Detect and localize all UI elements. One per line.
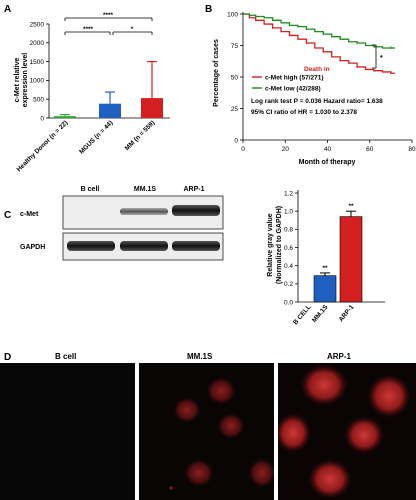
panel-c-ytick-6: 1.2 <box>284 190 293 197</box>
panel-b-xtick-4: 80 <box>408 146 416 153</box>
panel-c-bar-2 <box>339 216 363 303</box>
panel-b-xtick-0: 0 <box>241 146 245 153</box>
panel-a-ytick-4: 2000 <box>30 40 45 47</box>
cell-mm1s-1 <box>206 377 236 405</box>
band-cmet-mm1s <box>120 208 168 215</box>
micro-label-arp1: ARP-1 <box>327 352 352 361</box>
panel-a-ytick-5: 2500 <box>30 21 45 28</box>
legend-high-label: c-Met high (57/271) <box>265 75 324 82</box>
band-cmet-arp1 <box>172 205 220 216</box>
panel-b-xtick-3: 60 <box>366 146 374 153</box>
cell-mm1s-2 <box>173 397 201 423</box>
panel-a-xlabels: Healthy Donor (n = 22) MGUS (n = 44) MM (n… <box>16 119 157 173</box>
micro-image-arp1 <box>278 363 416 500</box>
band-gapdh-arp1 <box>172 241 220 251</box>
panel-b-stat-1: Log rank test P = 0.036 Hazard ratio= 1.… <box>251 98 383 105</box>
panel-b-chart: Percentage of cases 0 25 50 75 100 0 20 40 60 80… <box>213 11 416 166</box>
blot-header-bcell: B cell <box>81 186 100 193</box>
panel-c-sig-2: ** <box>348 203 354 210</box>
panel-a-sig-1: **** <box>103 12 114 19</box>
micro-image-mm1s <box>139 363 274 500</box>
panel-c-ytick-5: 1.0 <box>284 208 293 215</box>
panel-a-ylabel-2: expression level <box>22 53 29 108</box>
panel-b-xtick-2: 40 <box>324 146 332 153</box>
panel-c-ytick-0: 0.0 <box>284 299 293 306</box>
blot-row-gapdh: GAPDH <box>20 244 45 251</box>
panel-b-ylabel: Percentage of cases <box>213 39 220 107</box>
panel-a-chart: c-Met relative expression level 0 500 1000… <box>14 12 170 173</box>
panel-a-sig-2: **** <box>83 26 94 33</box>
panel-b-stat-2: 95% CI ratio of HR = 1.030 to 2.378 <box>251 109 357 116</box>
band-gapdh-bcell <box>67 241 115 251</box>
panel-b-letter: B <box>205 4 212 15</box>
panel-b-xticks: 0 20 40 60 80 <box>241 140 416 153</box>
panel-b-lines <box>243 13 396 75</box>
panel-c-ytick-1: 0.2 <box>284 281 293 288</box>
panel-b-ytick-4: 100 <box>227 11 238 18</box>
western-blot: B cell MM.1S ARP-1 c-Met GAPDH <box>20 186 224 261</box>
micro-image-bcell <box>0 363 135 500</box>
panel-c-xlabel-2: ARP-1 <box>338 304 356 324</box>
panel-b-ytick-0: 0 <box>234 137 238 144</box>
panel-b-ytick-2: 50 <box>231 74 239 81</box>
blot-header-mm1s: MM.1S <box>134 186 157 193</box>
panel-c-bars: ** ** <box>313 203 363 303</box>
panel-b-xlabel: Month of therapy <box>299 159 356 166</box>
panel-a-xlabel-1: MGUS (n = 44) <box>78 119 114 155</box>
panel-a-xlabel-0: Healthy Donor (n = 22) <box>16 119 70 173</box>
panel-b-xtick-1: 20 <box>282 146 290 153</box>
panel-b-death-label: Death in <box>304 66 330 73</box>
band-gapdh-mm1s <box>120 241 168 251</box>
panel-b-ytick-3: 75 <box>231 43 239 50</box>
panel-c-ytick-3: 0.6 <box>284 245 293 252</box>
panel-c-bar-1 <box>313 275 337 303</box>
panel-c-ylabel-2: (Normalized to GAPDH) <box>276 206 283 284</box>
panel-b-ytick-1: 25 <box>231 106 239 113</box>
panel-b-sig: * <box>380 55 383 62</box>
panel-a-bars <box>54 60 163 118</box>
cell-arp1-3 <box>278 413 311 453</box>
cell-arp1-2 <box>367 374 411 418</box>
panel-a-ytick-0: 0 <box>40 115 44 122</box>
panel-a-bar-1 <box>99 103 121 118</box>
panel-c-ylabel-1: Relative gray value <box>267 213 274 277</box>
micro-label-mm1s: MM.1S <box>187 352 213 361</box>
panel-a-xlabel-2: MM (n = 559) <box>124 119 157 152</box>
blot-header-arp1: ARP-1 <box>183 186 204 193</box>
panel-b-series-1 <box>243 13 396 49</box>
cell-arp1-4 <box>344 416 384 454</box>
panel-c-xlabel-1: MM.1S <box>311 303 330 324</box>
cell-mm1s-5 <box>248 458 274 488</box>
panel-b-yticks: 0 25 50 75 100 <box>227 11 243 144</box>
panel-a-letter: A <box>4 4 11 15</box>
panel-a-bar-2 <box>141 98 163 118</box>
panel-c-yticks: 0.0 0.2 0.4 0.6 0.8 1.0 1.2 <box>284 190 298 306</box>
panel-a-ytick-1: 500 <box>33 97 44 104</box>
micro-label-bcell: B cell <box>55 352 77 361</box>
panel-a-bar-0 <box>54 116 76 118</box>
cell-mm1s-3 <box>217 413 245 439</box>
panel-c-xlabel-0: B CELL <box>292 304 312 327</box>
panel-c-chart: Relative gray value (Normalized to GAPDH… <box>267 190 385 326</box>
cell-arp1-1 <box>300 364 348 406</box>
cell-arp1-5 <box>308 459 352 499</box>
panel-c-letter: C <box>4 210 11 221</box>
panel-a-ylabel-1: c-Met relative <box>14 58 21 103</box>
legend-low-label: c-Met low (42/288) <box>265 86 321 93</box>
panel-a-ytick-2: 1000 <box>30 78 45 85</box>
panel-a-ytick-3: 1500 <box>30 59 45 66</box>
panel-a-sig-3: * <box>131 26 134 33</box>
panel-c-ytick-2: 0.4 <box>284 263 293 270</box>
panel-b-series-0 <box>243 13 396 74</box>
panel-d-letter: D <box>4 352 11 363</box>
panel-a-yticks: 0 500 1000 1500 2000 2500 <box>30 21 49 122</box>
cell-mm1s-4 <box>184 459 214 487</box>
panel-c-sig-1: ** <box>322 265 328 272</box>
panel-c-ytick-4: 0.8 <box>284 227 293 234</box>
blot-row-cmet: c-Met <box>20 211 39 218</box>
